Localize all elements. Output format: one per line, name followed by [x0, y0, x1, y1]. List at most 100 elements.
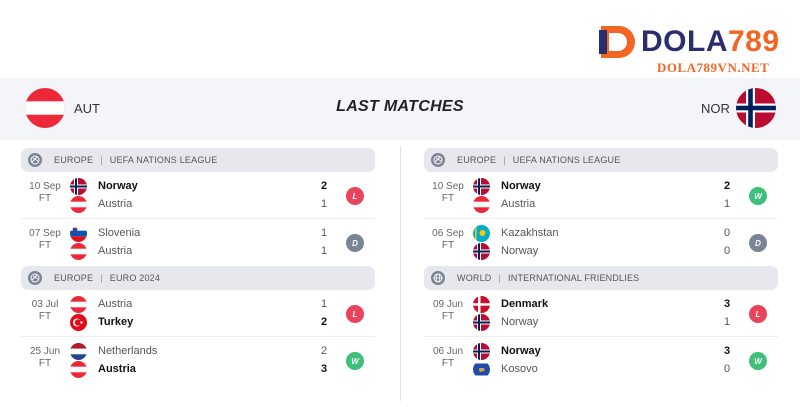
column-divider: [400, 146, 401, 401]
competition-region: EUROPE: [457, 155, 497, 165]
home-last-matches: EUROPE | UEFA NATIONS LEAGUE 10 Sep FT N…: [21, 148, 375, 384]
globe-icon: [431, 271, 445, 285]
austria-flag-icon: [473, 196, 490, 213]
match-status: FT: [441, 193, 455, 204]
team1-name[interactable]: Norway: [501, 180, 541, 192]
team2-name[interactable]: Turkey: [98, 316, 134, 328]
kosovo-flag-icon: [473, 361, 490, 378]
team2-name[interactable]: Austria: [98, 363, 136, 375]
match-header: AUT LAST MATCHES NOR: [0, 78, 800, 140]
team2-name[interactable]: Austria: [98, 198, 133, 210]
match-row[interactable]: 09 Jun FT Denmark Norway 3 1 L: [424, 290, 778, 337]
match-status: FT: [441, 311, 455, 322]
brand-name-part2: 789: [728, 25, 780, 58]
team2-score: 2: [320, 316, 328, 328]
team1-score: 0: [723, 227, 731, 239]
result-badge-loss: L: [749, 305, 767, 323]
team1-name[interactable]: Netherlands: [98, 345, 158, 357]
team2-score: 3: [320, 363, 328, 375]
competition-region: EUROPE: [54, 273, 94, 283]
competition-name: INTERNATIONAL FRIENDLIES: [508, 273, 640, 283]
norway-flag-icon: [473, 314, 490, 331]
match-row[interactable]: 07 Sep FT Slovenia Austria 1 1 D: [21, 219, 375, 266]
result-badge-win: W: [749, 187, 767, 205]
match-row[interactable]: 10 Sep FT Norway Austria 2 1 L: [21, 172, 375, 219]
brand-name: DOLA789: [641, 22, 780, 62]
result-badge-win: W: [749, 352, 767, 370]
competition-region: EUROPE: [54, 155, 94, 165]
team1-score: 3: [723, 298, 731, 310]
competition-header[interactable]: EUROPE | UEFA NATIONS LEAGUE: [21, 148, 375, 172]
result-badge-loss: L: [346, 187, 364, 205]
team2-score: 0: [723, 363, 731, 375]
match-status: FT: [441, 358, 455, 369]
norway-flag-icon[interactable]: [736, 88, 776, 128]
match-date: 07 Sep: [29, 228, 61, 239]
home-team-code[interactable]: AUT: [74, 101, 100, 116]
match-date: 25 Jun: [29, 346, 61, 357]
away-last-matches: EUROPE | UEFA NATIONS LEAGUE 10 Sep FT N…: [424, 148, 778, 384]
brand-d-mark-icon: [599, 26, 635, 58]
competition-header[interactable]: EUROPE | EURO 2024: [21, 266, 375, 290]
team1-score: 2: [320, 180, 328, 192]
match-row[interactable]: 10 Sep FT Norway Austria 2 1 W: [424, 172, 778, 219]
competition-header[interactable]: WORLD | INTERNATIONAL FRIENDLIES: [424, 266, 778, 290]
netherlands-flag-icon: [70, 343, 87, 360]
team1-score: 2: [723, 180, 731, 192]
match-row[interactable]: 06 Sep FT Kazakhstan Norway 0 0 D: [424, 219, 778, 266]
team2-score: 1: [320, 245, 328, 257]
team2-name[interactable]: Austria: [98, 245, 133, 257]
team1-score: 3: [723, 345, 731, 357]
slovenia-flag-icon: [70, 225, 87, 242]
match-date: 10 Sep: [432, 181, 464, 192]
match-status: FT: [38, 358, 52, 369]
team2-name[interactable]: Kosovo: [501, 363, 538, 375]
team1-name[interactable]: Slovenia: [98, 227, 141, 239]
austria-flag-icon: [70, 196, 87, 213]
norway-flag-icon: [473, 178, 490, 195]
page-title: LAST MATCHES: [336, 98, 464, 115]
result-badge-draw: D: [346, 234, 364, 252]
match-date: 09 Jun: [432, 299, 464, 310]
austria-flag-icon[interactable]: [25, 88, 65, 128]
team2-name[interactable]: Austria: [501, 198, 536, 210]
team1-name[interactable]: Norway: [501, 345, 541, 357]
turkey-flag-icon: [70, 314, 87, 331]
team1-score: 2: [320, 345, 328, 357]
team1-name[interactable]: Austria: [98, 298, 133, 310]
away-team-code[interactable]: NOR: [701, 101, 730, 116]
match-status: FT: [38, 240, 52, 251]
brand-logo: DOLA789 DOLA789VN.NET: [597, 22, 787, 78]
norway-flag-icon: [70, 178, 87, 195]
match-date: 10 Sep: [29, 181, 61, 192]
team2-name[interactable]: Norway: [501, 245, 539, 257]
competition-name: UEFA NATIONS LEAGUE: [512, 155, 621, 165]
match-status: FT: [38, 193, 52, 204]
competition-ball-icon: [28, 271, 42, 285]
brand-url: DOLA789VN.NET: [657, 60, 770, 75]
team1-name[interactable]: Kazakhstan: [501, 227, 559, 239]
team2-score: 1: [320, 198, 328, 210]
competition-region: WORLD: [457, 273, 492, 283]
match-row[interactable]: 25 Jun FT Netherlands Austria 2 3 W: [21, 337, 375, 384]
team1-name[interactable]: Norway: [98, 180, 138, 192]
competition-name: UEFA NATIONS LEAGUE: [109, 155, 218, 165]
match-date: 06 Sep: [432, 228, 464, 239]
match-row[interactable]: 03 Jul FT Austria Turkey 1 2 L: [21, 290, 375, 337]
team1-name[interactable]: Denmark: [501, 298, 549, 310]
match-date: 06 Jun: [432, 346, 464, 357]
austria-flag-icon: [70, 243, 87, 260]
match-status: FT: [38, 311, 52, 322]
result-badge-loss: L: [346, 305, 364, 323]
competition-header[interactable]: EUROPE | UEFA NATIONS LEAGUE: [424, 148, 778, 172]
team2-score: 1: [723, 198, 731, 210]
norway-flag-icon: [473, 243, 490, 260]
match-row[interactable]: 06 Jun FT Norway Kosovo 3 0 W: [424, 337, 778, 384]
brand-name-part1: DOLA: [641, 25, 728, 58]
match-date: 03 Jul: [31, 299, 59, 310]
team1-score: 1: [320, 227, 328, 239]
team2-name[interactable]: Norway: [501, 316, 539, 328]
kazakhstan-flag-icon: [473, 225, 490, 242]
austria-flag-icon: [70, 361, 87, 378]
result-badge-win: W: [346, 352, 364, 370]
